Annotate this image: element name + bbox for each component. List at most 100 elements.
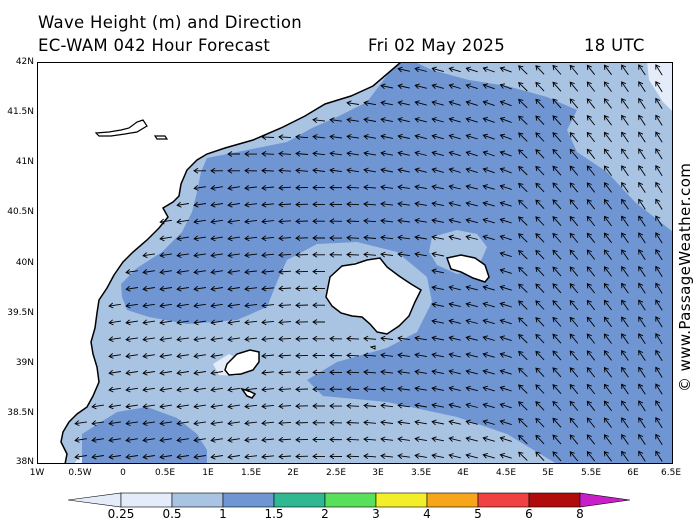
wave-direction-arrow — [431, 150, 444, 157]
wave-direction-arrow — [586, 299, 596, 311]
wave-direction-arrow — [244, 235, 258, 242]
wave-direction-arrow — [552, 249, 562, 260]
wave-direction-arrow — [535, 434, 545, 445]
wave-direction-arrow — [414, 184, 427, 191]
sea-0-25-0-5m-ne-patch — [647, 62, 673, 112]
wave-direction-arrow — [193, 252, 206, 259]
wave-direction-arrow — [448, 453, 461, 459]
wave-direction-arrow — [312, 184, 325, 191]
wave-direction-arrow — [535, 451, 545, 462]
wave-direction-arrow — [397, 217, 410, 224]
wave-direction-arrow — [482, 452, 495, 459]
wave-direction-arrow — [227, 336, 240, 343]
wave-direction-arrow — [329, 335, 343, 342]
wave-direction-arrow — [193, 353, 206, 359]
wave-direction-arrow — [569, 165, 579, 176]
wave-direction-arrow — [482, 133, 495, 140]
wave-direction-arrow — [482, 284, 495, 291]
lon-label-2-5e: 2.5E — [326, 468, 346, 478]
wave-direction-arrow — [638, 81, 646, 93]
wave-direction-arrow — [329, 386, 343, 393]
colorbar-label-6: 6 — [525, 507, 533, 521]
wave-direction-arrow — [569, 215, 579, 227]
wave-direction-arrow — [535, 333, 545, 344]
wave-direction-arrow — [397, 66, 410, 73]
wave-direction-arrow — [210, 185, 223, 191]
wave-direction-arrow — [638, 433, 646, 445]
wave-direction-arrow — [586, 98, 596, 109]
wave-direction-arrow — [363, 133, 376, 140]
wave-direction-arrow — [482, 184, 495, 190]
wave-direction-arrow — [499, 200, 512, 207]
wave-direction-arrow — [312, 218, 325, 225]
wave-direction-arrow — [346, 218, 360, 224]
wave-direction-arrow — [295, 252, 309, 258]
wave-direction-arrow — [414, 217, 427, 224]
wave-direction-arrow — [176, 235, 189, 242]
wave-direction-arrow — [329, 117, 342, 123]
wave-direction-arrow — [655, 416, 663, 429]
wave-direction-arrow — [448, 150, 461, 157]
wave-direction-arrow — [552, 367, 562, 378]
colorbar-bin-1-5-2 — [273, 492, 326, 508]
wave-direction-arrow — [414, 251, 427, 258]
wave-direction-arrow — [329, 453, 343, 460]
wave-direction-arrow — [193, 453, 206, 460]
wave-direction-arrow — [210, 235, 223, 242]
wave-direction-arrow — [569, 199, 579, 210]
wave-direction-arrow — [499, 284, 512, 291]
wave-direction-arrow — [621, 215, 629, 227]
wave-direction-arrow — [176, 353, 189, 359]
wave-direction-arrow — [448, 335, 461, 342]
credit-watermark: © www.PassageWeather.com — [676, 162, 694, 392]
ibiza-island — [224, 349, 260, 376]
wave-direction-arrow — [244, 185, 258, 191]
wave-direction-arrow — [295, 420, 309, 426]
wave-direction-arrow — [603, 249, 612, 260]
wave-direction-arrow — [535, 233, 545, 243]
wave-direction-arrow — [465, 436, 478, 442]
wave-direction-arrow — [535, 367, 545, 378]
wave-direction-arrow — [193, 420, 206, 427]
lat-label-40-5n: 40.5N — [7, 207, 34, 217]
wave-direction-arrow — [655, 265, 663, 277]
wave-direction-arrow — [431, 352, 444, 359]
wave-direction-arrow — [482, 66, 495, 73]
wave-direction-arrow — [397, 453, 410, 459]
wave-direction-arrow — [176, 403, 189, 410]
wave-direction-arrow — [552, 199, 562, 210]
wave-direction-arrow — [227, 269, 240, 275]
wave-direction-arrow — [278, 453, 292, 460]
wave-direction-arrow — [227, 453, 240, 460]
wave-direction-arrow — [193, 235, 206, 242]
wave-direction-arrow — [482, 234, 495, 241]
wave-direction-arrow — [295, 134, 309, 140]
wave-direction-arrow — [329, 218, 343, 225]
colorbar-label-2: 2 — [321, 507, 329, 521]
wave-direction-arrow — [380, 352, 394, 359]
wave-direction-arrow — [448, 201, 461, 207]
wave-direction-arrow — [108, 353, 121, 359]
wave-direction-arrow — [278, 319, 292, 325]
colorbar-label-8: 8 — [576, 507, 584, 521]
wave-direction-arrow — [482, 335, 495, 341]
colorbar-bin-0-25-0-5 — [120, 492, 173, 508]
wave-direction-arrow — [380, 83, 393, 90]
wave-direction-arrow — [448, 436, 461, 442]
wave-direction-arrow — [655, 114, 663, 126]
wave-direction-arrow — [125, 353, 138, 359]
wave-direction-arrow — [465, 100, 478, 106]
wave-direction-arrow — [535, 401, 545, 411]
wave-direction-arrow — [465, 133, 478, 140]
wave-direction-arrow — [535, 384, 545, 394]
wave-direction-arrow — [569, 417, 579, 428]
wave-direction-arrow — [655, 248, 663, 261]
wave-direction-arrow — [465, 150, 478, 157]
wave-direction-arrow — [176, 319, 189, 326]
wave-direction-arrow — [295, 319, 309, 325]
wave-direction-arrow — [397, 352, 410, 359]
wave-direction-arrow — [535, 199, 545, 210]
wave-direction-arrow — [227, 151, 240, 157]
wave-direction-arrow — [655, 332, 663, 345]
wave-direction-arrow — [586, 316, 596, 327]
